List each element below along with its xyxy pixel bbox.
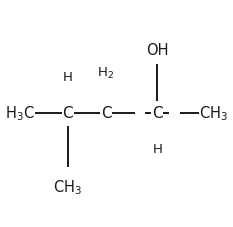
Text: H$_3$C: H$_3$C (5, 104, 34, 123)
Text: C: C (152, 106, 162, 121)
Text: C: C (62, 106, 73, 121)
Text: CH$_3$: CH$_3$ (199, 104, 228, 123)
Text: OH: OH (146, 42, 168, 57)
Text: H: H (152, 143, 162, 156)
Text: CH$_3$: CH$_3$ (53, 178, 82, 197)
Text: H$_2$: H$_2$ (97, 66, 114, 81)
Text: C: C (101, 106, 111, 121)
Text: H: H (63, 71, 72, 84)
